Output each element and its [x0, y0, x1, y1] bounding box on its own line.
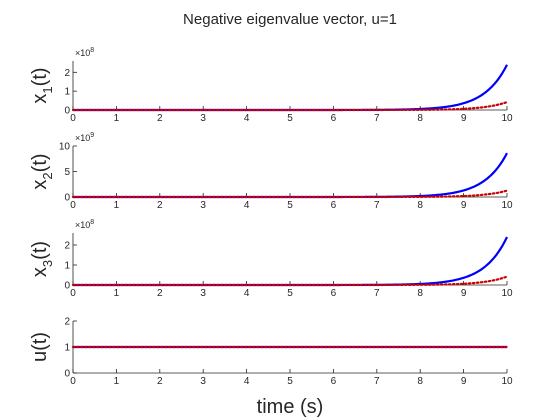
panel-4-x-tick-label: 3 [200, 376, 206, 387]
panel-1-x-tick-label: 1 [114, 113, 120, 124]
panel-1-x-tick-label: 10 [501, 113, 513, 124]
panel-4-y-tick-label: 1 [64, 343, 70, 354]
panel-1-x-tick-label: 9 [461, 113, 467, 124]
panel-3-x-tick-label: 6 [331, 288, 337, 299]
panel-4-x-tick-label: 8 [417, 376, 423, 387]
panel-4-y-tick-label: 2 [64, 317, 70, 328]
panel-2-x-tick-label: 2 [157, 200, 163, 211]
panel-4-x-tick-label: 9 [461, 376, 467, 387]
panel-4-x-tick-label: 7 [374, 376, 380, 387]
panel-2-x-tick-label: 3 [200, 200, 206, 211]
panel-3-x-tick-label: 7 [374, 288, 380, 299]
panel-1-series-dotted-line [71, 100, 509, 112]
panel-4-x-tick-label: 1 [114, 376, 120, 387]
panel-2-y-tick-label: 10 [59, 142, 71, 153]
panel-3-x-tick-label: 10 [501, 288, 513, 299]
panel-1-x-tick-label: 7 [374, 113, 380, 124]
panel-1-x-tick-label: 4 [244, 113, 250, 124]
panel-1-x-tick-label: 3 [200, 113, 206, 124]
panel-2-x-tick-label: 4 [244, 200, 250, 211]
panel-4-x-tick-label: 10 [501, 376, 513, 387]
panel-3-x-tick-label: 0 [70, 288, 76, 299]
panel-1-x-tick-label: 2 [157, 113, 163, 124]
panel-1-x-tick-label: 8 [417, 113, 423, 124]
panel-3-y-tick-label: 2 [64, 241, 70, 252]
panel-3-x-tick-label: 9 [461, 288, 467, 299]
panel-1-exponent-label: ×108 [75, 47, 94, 58]
panel-3-x-tick-label: 1 [114, 288, 120, 299]
panel-2-x-tick-label: 1 [114, 200, 120, 211]
panel-2-x-tick-label: 7 [374, 200, 380, 211]
panel-2-x-tick-label: 0 [70, 200, 76, 211]
panel-3-x-tick-label: 3 [200, 288, 206, 299]
panel-4-x-tick-label: 6 [331, 376, 337, 387]
panel-2-y-axis-label: x2(t) [29, 153, 55, 189]
panel-3-y-axis-label: x3(t) [29, 241, 55, 277]
panel-2-y-tick-label: 5 [64, 167, 70, 178]
panel-3-y-tick-label: 1 [64, 261, 70, 272]
panel-3-x-tick-label: 2 [157, 288, 163, 299]
panel-2-x-tick-label: 8 [417, 200, 423, 211]
chart-title: Negative eigenvalue vector, u=1 [183, 11, 397, 28]
panel-2-x-tick-label: 5 [287, 200, 293, 211]
panel-3-x-tick-label: 5 [287, 288, 293, 299]
panel-3-series-solid-line [73, 236, 508, 287]
panel-2-x-tick-label: 6 [331, 200, 337, 211]
panel-1-x-tick-label: 5 [287, 113, 293, 124]
panel-1-series-solid-line [73, 64, 508, 112]
panel-4-y-tick-label: 0 [64, 369, 70, 380]
panel-3-exponent-label: ×108 [75, 219, 94, 230]
panel-4-x-tick-label: 4 [244, 376, 250, 387]
panel-1-y-axis-label: x1(t) [29, 67, 55, 103]
panel-4-x-tick-label: 0 [70, 376, 76, 387]
panel-2-series-solid-line [73, 152, 508, 199]
panel-3-y-tick-label: 0 [64, 281, 70, 292]
panel-4-x-tick-label: 5 [287, 376, 293, 387]
panel-3-series-dotted-line [71, 275, 509, 287]
panel-2-exponent-label: ×109 [75, 132, 94, 143]
panel-2-x-tick-label: 9 [461, 200, 467, 211]
panel-2-y-tick-label: 0 [64, 193, 70, 204]
panel-1-y-tick-label: 0 [64, 106, 70, 117]
panel-1-y-tick-label: 2 [64, 68, 70, 79]
panel-2-x-tick-label: 10 [501, 200, 513, 211]
panel-1-x-tick-label: 6 [331, 113, 337, 124]
panel-1-y-tick-label: 1 [64, 87, 70, 98]
panel-4-x-tick-label: 2 [157, 376, 163, 387]
panel-1-x-tick-label: 0 [70, 113, 76, 124]
panel-3-x-tick-label: 4 [244, 288, 250, 299]
panel-3-x-tick-label: 8 [417, 288, 423, 299]
panel-4-y-axis-label: u(t) [29, 332, 51, 362]
panel-2-series-dotted-line [71, 189, 509, 199]
x-axis-label: time (s) [257, 396, 324, 418]
